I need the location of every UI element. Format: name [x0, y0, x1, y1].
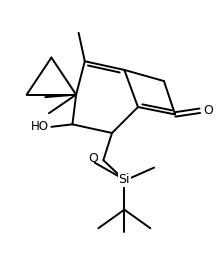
Text: Si: Si [119, 173, 130, 186]
Text: HO: HO [30, 120, 48, 133]
Text: O: O [203, 104, 213, 117]
Text: O: O [88, 152, 98, 165]
